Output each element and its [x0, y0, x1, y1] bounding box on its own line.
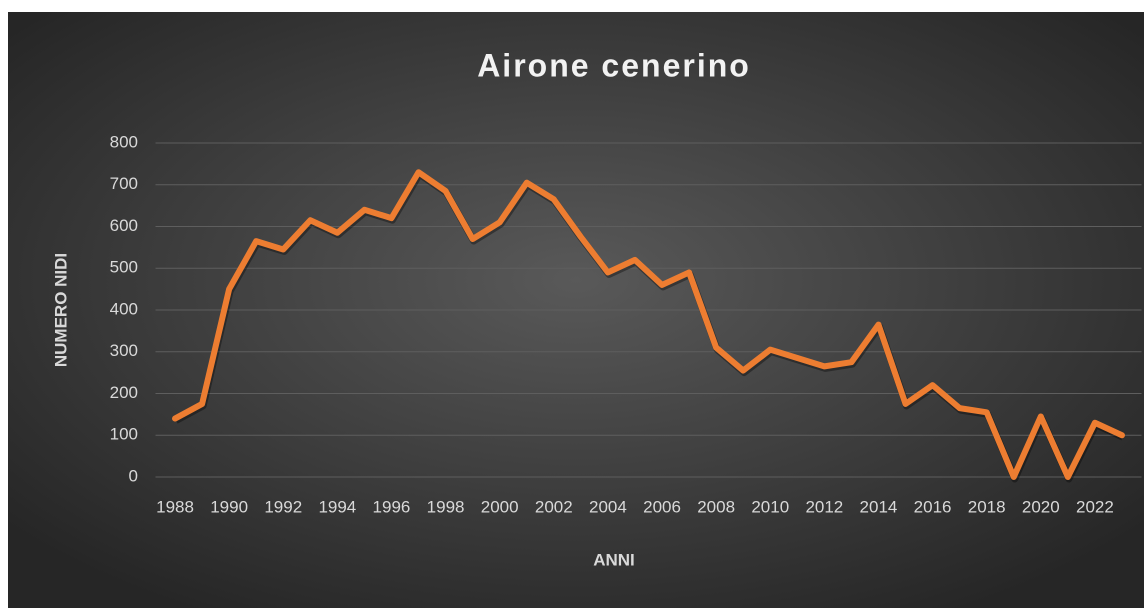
y-tick-label: 100: [110, 425, 138, 444]
x-axis-title: ANNI: [593, 550, 635, 569]
data-line: [172, 169, 1125, 480]
y-tick-label: 200: [110, 383, 138, 402]
x-tick-label: 2010: [751, 497, 789, 516]
x-tick-label: 2008: [697, 497, 735, 516]
x-tick-label: 2000: [481, 497, 519, 516]
x-tick-label: 2020: [1022, 497, 1060, 516]
x-tick-label: 2012: [805, 497, 843, 516]
chart-title: Airone cenerino: [477, 47, 751, 83]
x-tick-label: 2014: [860, 497, 898, 516]
x-tick-label: 1988: [156, 497, 194, 516]
x-tick-label: 1996: [373, 497, 411, 516]
x-tick-label: 2002: [535, 497, 573, 516]
x-tick-label: 2004: [589, 497, 627, 516]
y-tick-label: 500: [110, 258, 138, 277]
x-tick-label: 1992: [264, 497, 302, 516]
y-tick-label: 400: [110, 299, 138, 318]
x-tick-label: 2022: [1076, 497, 1114, 516]
y-tick-label: 300: [110, 341, 138, 360]
y-tick-label: 700: [110, 174, 138, 193]
y-axis-title: NUMERO NIDI: [51, 253, 70, 367]
x-tick-label: 2018: [968, 497, 1006, 516]
y-tick-label: 0: [129, 466, 138, 485]
x-tick-label: 2006: [643, 497, 681, 516]
x-tick-label: 1998: [427, 497, 465, 516]
x-tick-label: 1994: [318, 497, 356, 516]
y-tick-label: 800: [110, 132, 138, 151]
x-tick-label: 2016: [914, 497, 952, 516]
x-tick-label: 1990: [210, 497, 248, 516]
y-tick-label: 600: [110, 216, 138, 235]
